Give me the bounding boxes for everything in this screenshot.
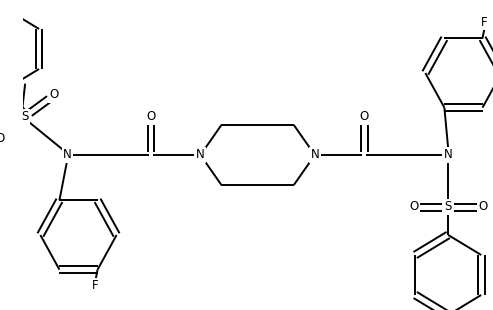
- Text: O: O: [409, 201, 419, 214]
- Text: N: N: [311, 148, 319, 162]
- Text: N: N: [196, 148, 205, 162]
- Text: S: S: [445, 201, 452, 214]
- Text: S: S: [21, 110, 29, 123]
- Text: F: F: [92, 279, 99, 292]
- Text: F: F: [481, 16, 488, 29]
- Text: N: N: [63, 148, 71, 162]
- Text: O: O: [146, 110, 155, 123]
- Text: N: N: [444, 148, 453, 162]
- Text: O: O: [478, 201, 487, 214]
- Text: O: O: [0, 132, 5, 145]
- Text: O: O: [360, 110, 369, 123]
- Text: O: O: [49, 88, 58, 101]
